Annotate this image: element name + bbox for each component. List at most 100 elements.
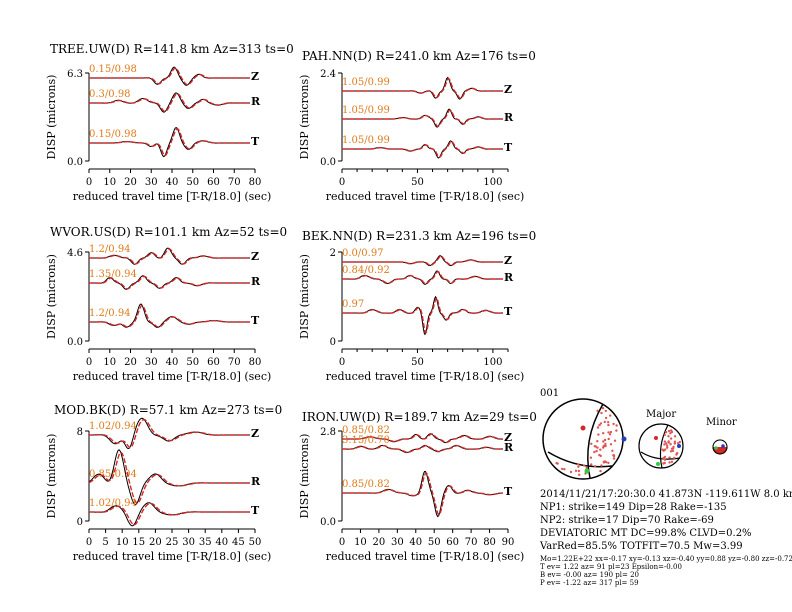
x-tick-label: 20 — [124, 177, 137, 188]
station-polarity-dots — [555, 407, 618, 476]
panel-4: BEK.NN(D) R=231.3 km Az=196 ts=0 2 0 DISP (… — [298, 229, 536, 383]
polarity-dot — [607, 461, 610, 465]
synthetic-waveform — [88, 451, 250, 504]
component-label: T — [251, 504, 260, 517]
polarity-dot — [578, 473, 581, 476]
polarity-dot — [602, 432, 605, 435]
y-tick-label: 0.0 — [320, 157, 336, 168]
event-origin: 2014/11/21/17:20:30.0 41.873N -119.611W … — [540, 489, 792, 500]
polarity-dot — [602, 460, 606, 463]
polarity-dot — [664, 431, 668, 434]
polarity-dot — [600, 464, 603, 467]
polarity-dot — [569, 470, 573, 474]
polarity-dot — [590, 442, 593, 445]
trace-T: 0.15/0.98 T — [89, 127, 260, 158]
t-axis-text: T ev= 1.22 az= 91 pl=23 Epsilon=-0.00 — [540, 563, 682, 571]
polarity-dot — [677, 442, 680, 445]
correlation-label: 3.15/0.70 — [342, 435, 390, 446]
polarity-dot — [673, 442, 676, 445]
synthetic-waveform — [89, 67, 250, 86]
y-tick-label: 2.4 — [320, 69, 336, 80]
x-tick-label: 90 — [502, 537, 515, 548]
correlation-label: 0.3/0.98 — [89, 89, 131, 100]
component-label: R — [251, 475, 261, 488]
component-label: R — [251, 275, 261, 288]
polarity-dot — [593, 445, 596, 448]
panel-6: IRON.UW(D) R=189.7 km Az=29 ts=0 2.8 0.0 DI… — [298, 410, 537, 563]
x-tick-label: 15 — [132, 537, 145, 548]
x-tick-label: 0 — [339, 537, 345, 548]
polarity-dot — [671, 449, 675, 453]
polarity-dot — [668, 456, 671, 459]
polarity-dot — [609, 414, 612, 417]
polarity-dot — [595, 449, 598, 453]
x-tick-label: 20 — [124, 357, 137, 368]
minor-white-lobe — [713, 440, 727, 447]
x-tick-label: 10 — [354, 537, 367, 548]
trace-T: 1.02/0.94 T — [89, 498, 260, 527]
trace-R: 0.84/0.92 R — [342, 265, 514, 285]
x-tick-label: 40 — [215, 537, 228, 548]
focal-mechanism-area: 001 Major Minor — [539, 388, 792, 587]
minor-p-marker — [714, 446, 718, 450]
polarity-dot — [589, 456, 593, 459]
component-label: Z — [504, 254, 512, 267]
correlation-label: 1.05/0.99 — [342, 105, 390, 116]
polarity-dot — [663, 458, 667, 461]
x-tick-label: 80 — [483, 537, 496, 548]
trace-Z: 0.85/0.82 Z — [342, 425, 512, 444]
p-axis-marker — [584, 468, 590, 474]
component-label: Z — [251, 427, 259, 440]
polarity-dot — [672, 447, 675, 450]
polarity-dot — [609, 443, 613, 446]
synthetic-waveform — [89, 248, 250, 265]
synthetic-waveform — [342, 270, 503, 285]
x-axis-label: reduced travel time [T-R/18.0] (sec) — [326, 190, 525, 203]
synthetic-waveform — [342, 433, 503, 444]
trace-T: 0.85/0.82 T — [342, 471, 513, 518]
x-tick-label: 5 — [102, 537, 108, 548]
polarity-dot — [673, 435, 677, 438]
polarity-dot — [603, 420, 606, 424]
synthetic-waveform — [89, 418, 250, 449]
trace-R: 0.85/0.94R — [88, 449, 261, 506]
correlation-label: 1.35/0.94 — [89, 269, 137, 280]
y-axis-label: DISP (microns) — [45, 254, 58, 339]
polarity-dot — [609, 430, 613, 434]
trace-T: 1.2/0.94 T — [89, 303, 260, 329]
component-label: T — [504, 485, 513, 498]
polarity-dot — [673, 456, 676, 460]
panel-5: MOD.BK(D) R=57.1 km Az=273 ts=0 8 0 DISP (m… — [45, 403, 282, 563]
correlation-label: 1.05/0.99 — [342, 135, 390, 146]
polarity-dot — [601, 407, 605, 410]
x-tick-label: 60 — [207, 177, 220, 188]
panel-title: BEK.NN(D) R=231.3 km Az=196 ts=0 — [302, 229, 536, 243]
panel-title: PAH.NN(D) R=241.0 km Az=176 ts=0 — [302, 49, 536, 63]
major-b-marker — [677, 444, 681, 448]
x-tick-label: 70 — [465, 537, 478, 548]
x-tick-label: 0 — [339, 177, 345, 188]
polarity-dot — [556, 462, 559, 465]
trace-T: 0.97 T — [342, 295, 513, 335]
polarity-dot — [670, 429, 673, 432]
component-label: Z — [504, 431, 512, 444]
polarity-dot — [664, 448, 667, 451]
y-tick-label: 2 — [330, 248, 336, 259]
polarity-dot — [604, 409, 607, 413]
polarity-dot — [663, 440, 667, 443]
minor-b-marker — [721, 444, 725, 448]
x-tick-label: 60 — [207, 357, 220, 368]
polarity-dot — [669, 450, 673, 453]
x-tick-label: 80 — [249, 177, 262, 188]
polarity-dot — [574, 469, 578, 472]
x-tick-label: 0 — [86, 357, 92, 368]
y-tick-label: 0.0 — [67, 337, 83, 348]
y-tick-label: 0 — [330, 337, 336, 348]
correlation-label: 1.2/0.94 — [89, 244, 131, 255]
x-tick-label: 30 — [182, 537, 195, 548]
y-tick-label: 4.6 — [67, 248, 83, 259]
polarity-dot — [612, 457, 616, 460]
polarity-dot — [611, 449, 614, 452]
major-plane-2 — [640, 451, 681, 460]
x-tick-label: 0 — [86, 537, 92, 548]
